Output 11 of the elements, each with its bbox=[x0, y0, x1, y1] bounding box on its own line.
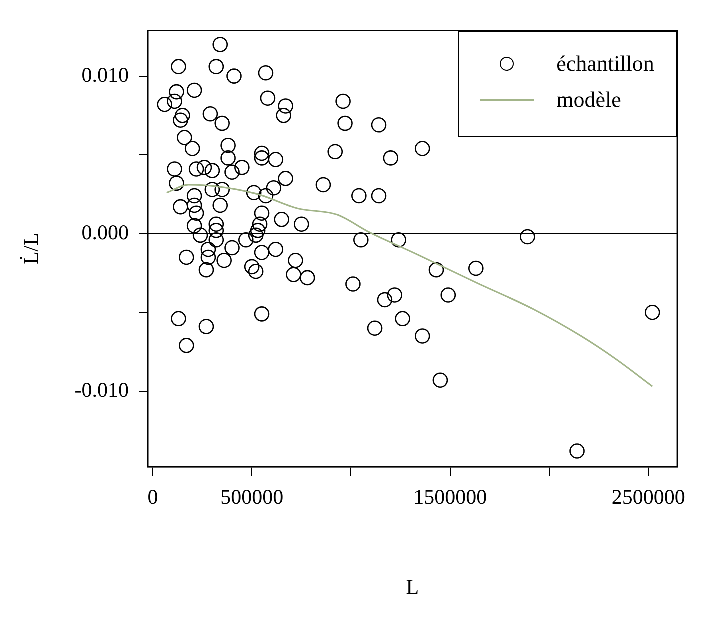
x-tick-label: 500000 bbox=[220, 485, 284, 510]
x-axis-title: L bbox=[406, 574, 420, 599]
y-tick-label: 0.000 bbox=[82, 220, 129, 244]
x-tick-label: 0 bbox=[148, 485, 158, 510]
legend-label: échantillon bbox=[556, 50, 654, 77]
x-tick-label: 1500000 bbox=[414, 485, 488, 510]
y-tick-label: 0.010 bbox=[82, 62, 129, 87]
y-axis-title: L̇/L bbox=[19, 233, 44, 265]
y-tick-label: -0.010 bbox=[74, 378, 129, 402]
x-tick-label: 2500000 bbox=[612, 485, 686, 510]
legend-label: modèle bbox=[556, 86, 622, 113]
